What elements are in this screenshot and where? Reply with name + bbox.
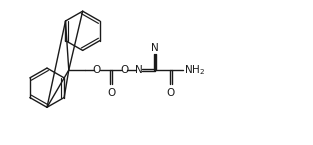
Text: NH$_2$: NH$_2$ [184, 63, 205, 77]
Text: O: O [107, 88, 115, 98]
Text: O: O [167, 88, 175, 98]
Text: O: O [120, 65, 128, 75]
Text: N: N [135, 65, 143, 75]
Text: O: O [92, 65, 101, 75]
Text: N: N [151, 44, 159, 54]
